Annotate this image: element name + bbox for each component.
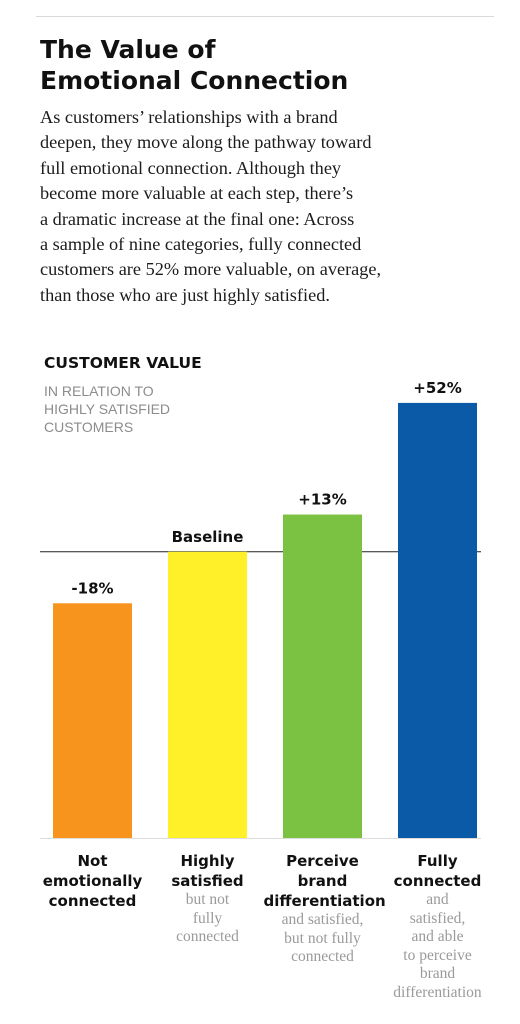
category-description-line: and xyxy=(426,891,449,908)
top-divider xyxy=(36,16,494,17)
y-axis-subtitle: IN RELATION TO HIGHLY SATISFIED CUSTOMER… xyxy=(44,382,244,436)
data-label: -18% xyxy=(71,579,113,597)
intro-line: As customers’ relationships with a brand xyxy=(40,107,338,127)
category-description-line: and satisfied, xyxy=(281,911,364,928)
title-line: Emotional Connection xyxy=(40,66,349,95)
y-axis-title: CUSTOMER VALUE xyxy=(44,354,202,372)
category-name-line: Fully xyxy=(417,852,458,870)
intro-line: full emotional connection. Although they xyxy=(40,157,342,178)
category-description-line: differentiation xyxy=(393,983,482,1001)
intro-line: become more valuable at each step, there… xyxy=(40,183,354,204)
data-label: +13% xyxy=(298,491,346,509)
category-description-line: but not fully xyxy=(284,929,361,947)
category-description-line: satisfied, xyxy=(409,909,466,927)
intro-paragraph: As customers’ relationships with a brand… xyxy=(40,105,510,308)
category-description-line: but not xyxy=(185,891,230,908)
category-description-line: connected xyxy=(176,928,239,945)
x-tick-label: Highly satisfied but not fully connected xyxy=(149,851,267,947)
x-tick-label: Perceive brand differentiation and satisfie… xyxy=(263,851,386,967)
bar xyxy=(53,603,132,838)
data-label: Baseline xyxy=(172,528,244,546)
category-description-line: and able xyxy=(411,928,464,945)
category-name-line: Not xyxy=(77,852,108,870)
data-label: +52% xyxy=(413,379,461,397)
category-description-line: fully xyxy=(192,909,223,927)
x-tick-label: Not emotionally connected xyxy=(34,851,152,911)
category-description-line: connected xyxy=(291,948,354,965)
y-axis-subtitle-line: IN RELATION TO xyxy=(44,383,154,399)
page-title: The Value of Emotional Connection xyxy=(40,34,480,96)
intro-line: a sample of nine categories, fully conne… xyxy=(40,234,362,255)
title-line: The Value of xyxy=(40,35,216,64)
intro-line: than those who are just highly satisfied… xyxy=(40,284,330,305)
y-axis-subtitle-line: CUSTOMERS xyxy=(44,419,134,435)
category-name-line: connected xyxy=(48,892,137,910)
category-name-line: satisfied xyxy=(171,872,244,890)
bar xyxy=(283,514,362,838)
category-name-line: emotionally xyxy=(42,872,143,890)
bar xyxy=(168,551,247,838)
category-name-line: Highly xyxy=(180,852,235,870)
y-axis-subtitle-line: HIGHLY SATISFIED xyxy=(44,401,171,417)
bar xyxy=(398,402,477,838)
category-description-line: to perceive xyxy=(403,946,472,964)
intro-line: customers are 52% more valuable, on aver… xyxy=(40,259,382,280)
x-tick-label: Fully connected and satisfied, and able to pe… xyxy=(379,851,497,1002)
category-description-line: brand xyxy=(419,965,456,982)
category-name-line: Perceive xyxy=(286,852,359,870)
intro-line: deepen, they move along the pathway towa… xyxy=(40,132,372,153)
category-name-line: differentiation xyxy=(263,892,386,910)
category-name-line: connected xyxy=(393,872,482,890)
category-name-line: brand xyxy=(297,872,348,890)
intro-line: a dramatic increase at the final one: Ac… xyxy=(40,208,355,229)
